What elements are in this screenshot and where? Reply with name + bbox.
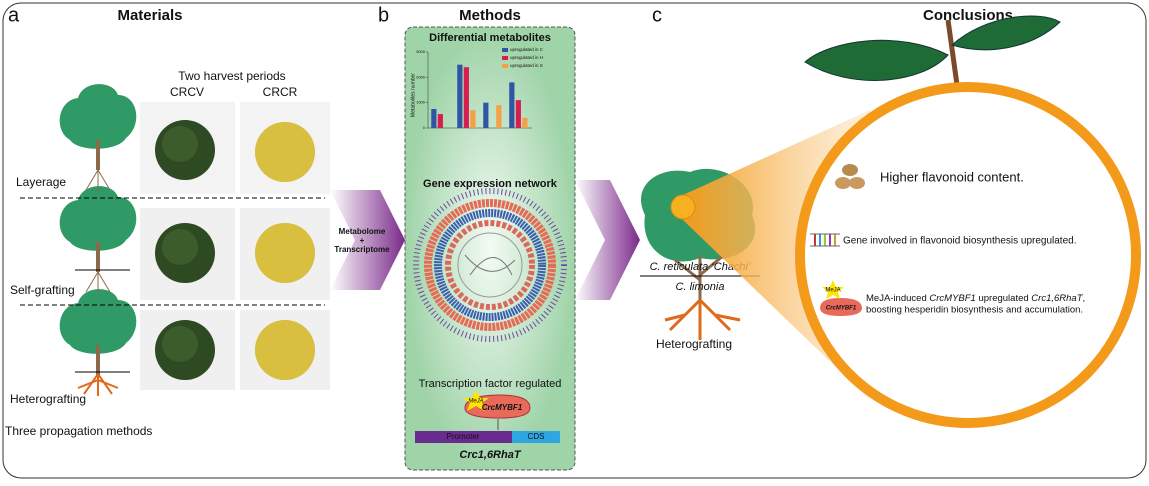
row-label: Self-grafting [10,283,75,297]
label: MeJA [468,399,483,405]
arrow [330,190,405,290]
promoter [415,431,512,443]
bar [437,114,443,128]
bar [515,100,521,128]
y-tick-label: 3000 [416,49,426,54]
label: Heterografting [656,337,732,351]
scion: C. reticulata ‘Chachi’ [650,261,751,273]
methods-box [404,26,576,471]
arrow-label: Transcriptome [334,245,390,254]
gene: Crc1,6RhaT [459,449,521,461]
panel-title: Materials [117,7,182,24]
dna-icon [810,233,840,247]
fruit [670,194,696,220]
bar [509,82,515,128]
label: CrcMYBF1 [482,403,523,412]
legend-label: upregulated in C [510,47,544,52]
panel-letter: a [8,4,20,26]
label: Two harvest periods [178,69,285,83]
panel-letter: b [378,4,389,26]
label: CrcMYBF1 [826,306,857,312]
legend-swatch [502,56,508,60]
fruit-top [804,15,1061,93]
bar [483,102,489,128]
conclusion: Gene involved in flavonoid biosynthesis … [843,236,1077,247]
bar [470,110,476,128]
stock: C. limonia [676,281,725,293]
seeds-icon [835,164,865,189]
network [413,188,567,342]
y-tick-label: 0 [423,125,426,130]
y-tick-label: 2000 [416,74,426,79]
panel-title: Conclusions [923,7,1013,24]
conclusion: Higher flavonoid content. [880,169,1024,184]
arrow [575,180,640,300]
label: CRCR [263,85,298,99]
text: upregulated [976,293,1031,304]
legend-label: upregulated in H [510,55,543,60]
arrow-label: Metabolome [339,227,386,236]
section-title: Transcription factor regulated [419,378,562,390]
panel-title: Methods [459,7,521,24]
label: CRCV [170,85,204,99]
y-tick-label: 1000 [416,100,426,105]
row-label: Layerage [16,175,66,189]
bar [463,67,469,128]
panel-letter: c [652,4,662,26]
frame [2,2,1147,479]
row-label: Heterografting [10,392,86,406]
conclusion: MeJA-induced CrcMYBF1 upregulated Crc1,6… [866,293,1085,304]
text: Crc1,6RhaT [1031,293,1083,304]
bar [457,64,463,128]
tf-shape [820,298,862,316]
legend-swatch [502,64,508,68]
label: CDS [528,432,545,441]
bar [522,117,528,128]
conclusion: boosting hesperidin biosynthesis and acc… [866,305,1083,316]
arrow-label: + [360,236,365,245]
y-label: Metabolites number [410,73,416,117]
section-title: Gene expression network [423,178,558,190]
star [822,280,844,299]
text: MeJA-induced [866,293,929,304]
text: CrcMYBF1 [929,293,975,304]
photos [140,102,330,390]
legend-label: upregulated in S [510,63,543,68]
chart-title: Differential metabolites [429,32,551,44]
label: Promoter [447,432,480,441]
zoom-circle [795,82,1141,428]
legend-swatch [502,48,508,52]
bar [431,109,437,128]
cds [512,431,560,443]
star [463,390,489,411]
bar [496,105,502,128]
trees [20,84,325,396]
label: MeJA [825,288,840,294]
text: , [1083,293,1086,304]
footer: Three propagation methods [5,424,152,438]
